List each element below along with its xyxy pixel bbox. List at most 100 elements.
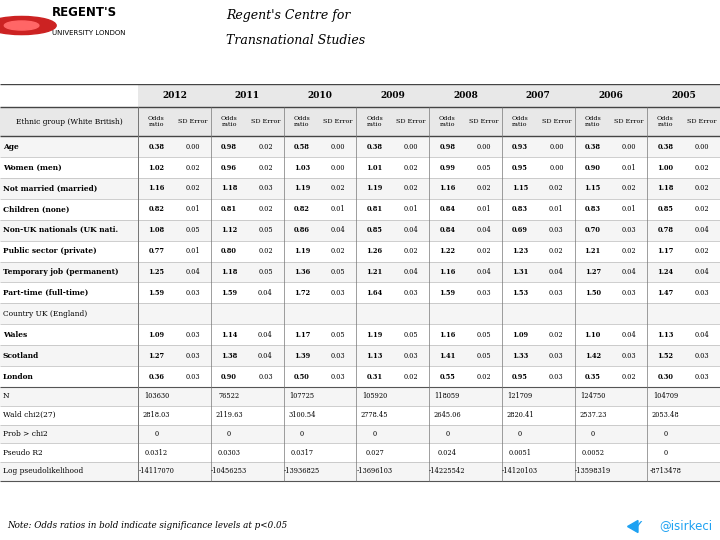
Text: 0.30: 0.30 [657, 373, 673, 381]
Text: SD Error: SD Error [323, 119, 353, 124]
Text: 0.02: 0.02 [404, 164, 418, 172]
Text: 1.00: 1.00 [657, 164, 673, 172]
Text: 0.04: 0.04 [258, 331, 273, 339]
Text: 0.01: 0.01 [331, 205, 346, 213]
Text: 1.16: 1.16 [439, 331, 456, 339]
Circle shape [0, 16, 56, 35]
Text: 0.95: 0.95 [512, 164, 528, 172]
Text: 0.04: 0.04 [258, 289, 273, 297]
Text: 0.03: 0.03 [331, 289, 346, 297]
Text: 2007: 2007 [526, 91, 551, 100]
Text: 0.36: 0.36 [148, 373, 164, 381]
FancyBboxPatch shape [0, 178, 720, 199]
Text: Log pseudolikelihood: Log pseudolikelihood [3, 468, 83, 476]
Text: 0.04: 0.04 [477, 226, 491, 234]
Text: 1.17: 1.17 [657, 247, 674, 255]
Text: 0.02: 0.02 [186, 164, 200, 172]
Text: 1.12: 1.12 [221, 226, 238, 234]
Text: 1.21: 1.21 [366, 268, 383, 276]
Text: 0.03: 0.03 [404, 289, 418, 297]
Text: 0.03: 0.03 [186, 289, 200, 297]
Text: 0.0303: 0.0303 [217, 449, 240, 457]
Text: -13936825: -13936825 [284, 468, 320, 476]
Text: REGENT'S: REGENT'S [52, 6, 117, 19]
Text: 1.16: 1.16 [439, 185, 456, 192]
Text: 0.38: 0.38 [657, 143, 673, 151]
Text: Country UK (England): Country UK (England) [3, 310, 87, 318]
Text: 0.01: 0.01 [186, 247, 200, 255]
Text: -14120103: -14120103 [502, 468, 538, 476]
FancyBboxPatch shape [0, 241, 720, 261]
Text: 0.03: 0.03 [331, 373, 346, 381]
Text: 0.02: 0.02 [331, 247, 346, 255]
Text: 0.03: 0.03 [622, 226, 636, 234]
Text: 0.02: 0.02 [186, 185, 200, 192]
Text: 0.01: 0.01 [549, 205, 564, 213]
Text: 0.96: 0.96 [221, 164, 237, 172]
Text: 0.03: 0.03 [404, 352, 418, 360]
Text: 0.02: 0.02 [477, 373, 491, 381]
Text: Women (men): Women (men) [3, 164, 62, 172]
FancyBboxPatch shape [0, 199, 720, 220]
Text: 1.33: 1.33 [512, 352, 528, 360]
FancyBboxPatch shape [0, 406, 720, 424]
Text: 0.05: 0.05 [186, 226, 200, 234]
Text: Note: Odds ratios in bold indicate significance levels at p<0.05: Note: Odds ratios in bold indicate signi… [7, 522, 287, 530]
Text: 0.04: 0.04 [695, 226, 709, 234]
Text: 1.52: 1.52 [657, 352, 673, 360]
Text: 1.16: 1.16 [148, 185, 165, 192]
Text: Odds
ratio: Odds ratio [657, 116, 674, 127]
Text: 0.02: 0.02 [622, 185, 636, 192]
Text: 104709: 104709 [653, 393, 678, 400]
Text: 0.03: 0.03 [186, 373, 200, 381]
Text: 1.17: 1.17 [294, 331, 310, 339]
Text: -14225542: -14225542 [429, 468, 466, 476]
Text: Children (none): Children (none) [3, 205, 69, 213]
Text: 1.50: 1.50 [585, 289, 600, 297]
Text: 0.01: 0.01 [477, 205, 491, 213]
Text: 0.38: 0.38 [148, 143, 164, 151]
FancyBboxPatch shape [0, 261, 720, 282]
Text: 2820.41: 2820.41 [506, 411, 534, 419]
Text: 0.04: 0.04 [622, 268, 636, 276]
Text: 1.10: 1.10 [585, 331, 601, 339]
Text: 0.03: 0.03 [695, 373, 709, 381]
Text: 1.19: 1.19 [294, 185, 310, 192]
Text: SD Error: SD Error [396, 119, 426, 124]
Text: Prob > chi2: Prob > chi2 [3, 430, 48, 438]
Text: 0.81: 0.81 [221, 205, 237, 213]
Text: 0.02: 0.02 [258, 247, 273, 255]
Text: 0.027: 0.027 [365, 449, 384, 457]
Text: Scotland: Scotland [3, 352, 39, 360]
Text: -8713478: -8713478 [649, 468, 681, 476]
Text: 0.03: 0.03 [549, 373, 564, 381]
Text: 0.90: 0.90 [585, 164, 600, 172]
Text: 0.0317: 0.0317 [290, 449, 313, 457]
Text: 0.78: 0.78 [657, 226, 673, 234]
Text: 0.05: 0.05 [258, 268, 273, 276]
Text: Non-UK nationals (UK nati.: Non-UK nationals (UK nati. [3, 226, 118, 234]
FancyBboxPatch shape [0, 107, 720, 136]
Text: 0.04: 0.04 [477, 268, 491, 276]
FancyBboxPatch shape [0, 443, 720, 462]
Text: ✓: ✓ [631, 518, 644, 534]
Text: 0.83: 0.83 [512, 205, 528, 213]
Text: 0.00: 0.00 [549, 164, 564, 172]
Text: 0.05: 0.05 [404, 331, 418, 339]
Text: 0.03: 0.03 [477, 289, 491, 297]
Text: 0: 0 [372, 430, 377, 438]
Text: 0.02: 0.02 [549, 331, 564, 339]
Text: 1.02: 1.02 [148, 164, 164, 172]
Text: 0.03: 0.03 [622, 289, 636, 297]
Text: 0.99: 0.99 [439, 164, 455, 172]
Text: 0.00: 0.00 [549, 143, 564, 151]
Text: 1.18: 1.18 [221, 268, 238, 276]
Text: 0.81: 0.81 [366, 205, 382, 213]
Text: SD Error: SD Error [251, 119, 280, 124]
Text: 1.19: 1.19 [294, 247, 310, 255]
Text: 0.00: 0.00 [186, 143, 200, 151]
Text: 76522: 76522 [219, 393, 240, 400]
Text: 0.0051: 0.0051 [508, 449, 531, 457]
Text: Odds
ratio: Odds ratio [512, 116, 528, 127]
Text: Public sector (private): Public sector (private) [3, 247, 96, 255]
